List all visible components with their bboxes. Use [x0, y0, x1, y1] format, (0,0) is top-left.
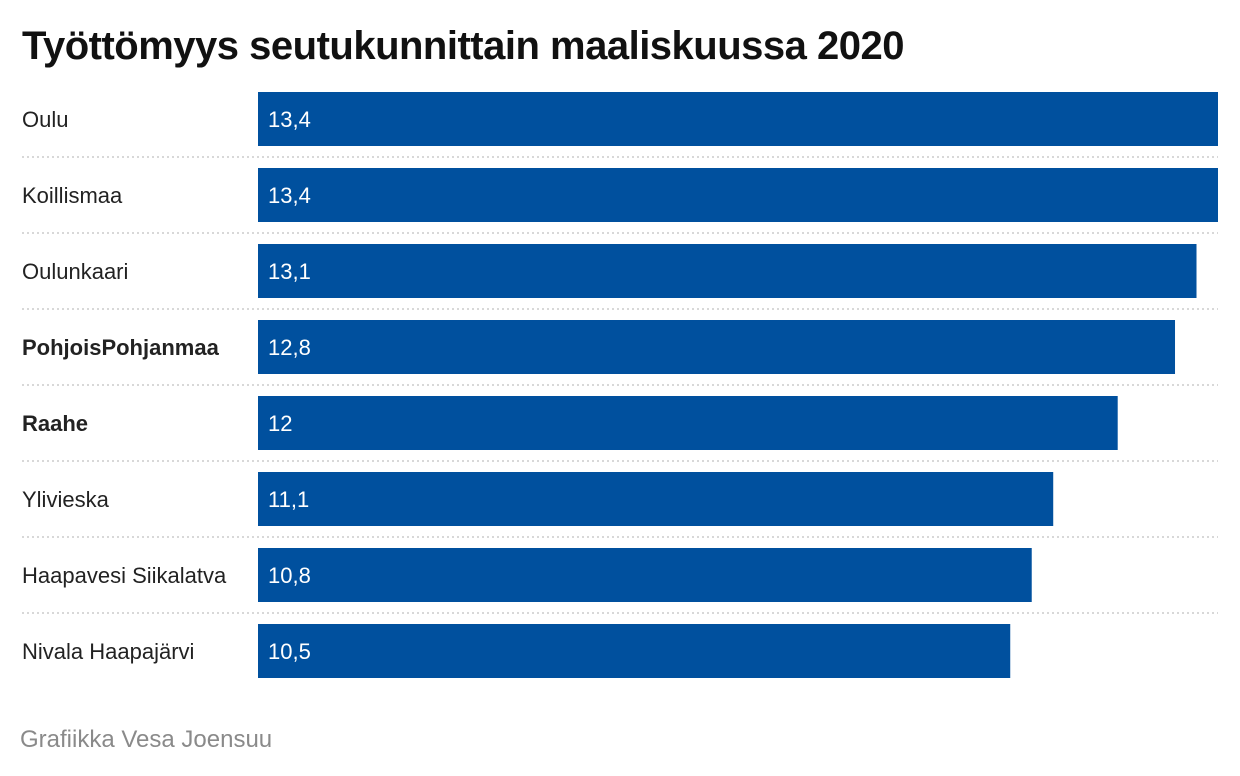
data-label: 11,1 — [268, 487, 309, 512]
data-label: 10,8 — [268, 563, 311, 588]
data-label: 10,5 — [268, 639, 311, 664]
bar — [258, 548, 1032, 602]
bar — [258, 168, 1218, 222]
bar — [258, 244, 1197, 298]
bar — [258, 472, 1054, 526]
category-label: PohjoisPohjanmaa — [22, 335, 220, 360]
data-label: 13,4 — [268, 107, 311, 132]
data-label: 12 — [268, 411, 292, 436]
category-label: Raahe — [22, 411, 88, 436]
category-label: Haapavesi Siikalatva — [22, 563, 227, 588]
category-label: Nivala Haapajärvi — [22, 639, 194, 664]
bar — [258, 396, 1118, 450]
data-label: 13,1 — [268, 259, 311, 284]
data-label: 13,4 — [268, 183, 311, 208]
category-label: Oulunkaari — [22, 259, 128, 284]
bar — [258, 624, 1011, 678]
credit-text: Grafiikka Vesa Joensuu — [20, 726, 273, 753]
bar — [258, 92, 1218, 146]
category-label: Koillismaa — [22, 183, 123, 208]
data-label: 12,8 — [268, 335, 311, 360]
bar — [258, 320, 1176, 374]
category-label: Ylivieska — [22, 487, 110, 512]
chart-title: Työttömyys seutukunnittain maaliskuussa … — [22, 24, 905, 68]
category-label: Oulu — [22, 107, 68, 132]
